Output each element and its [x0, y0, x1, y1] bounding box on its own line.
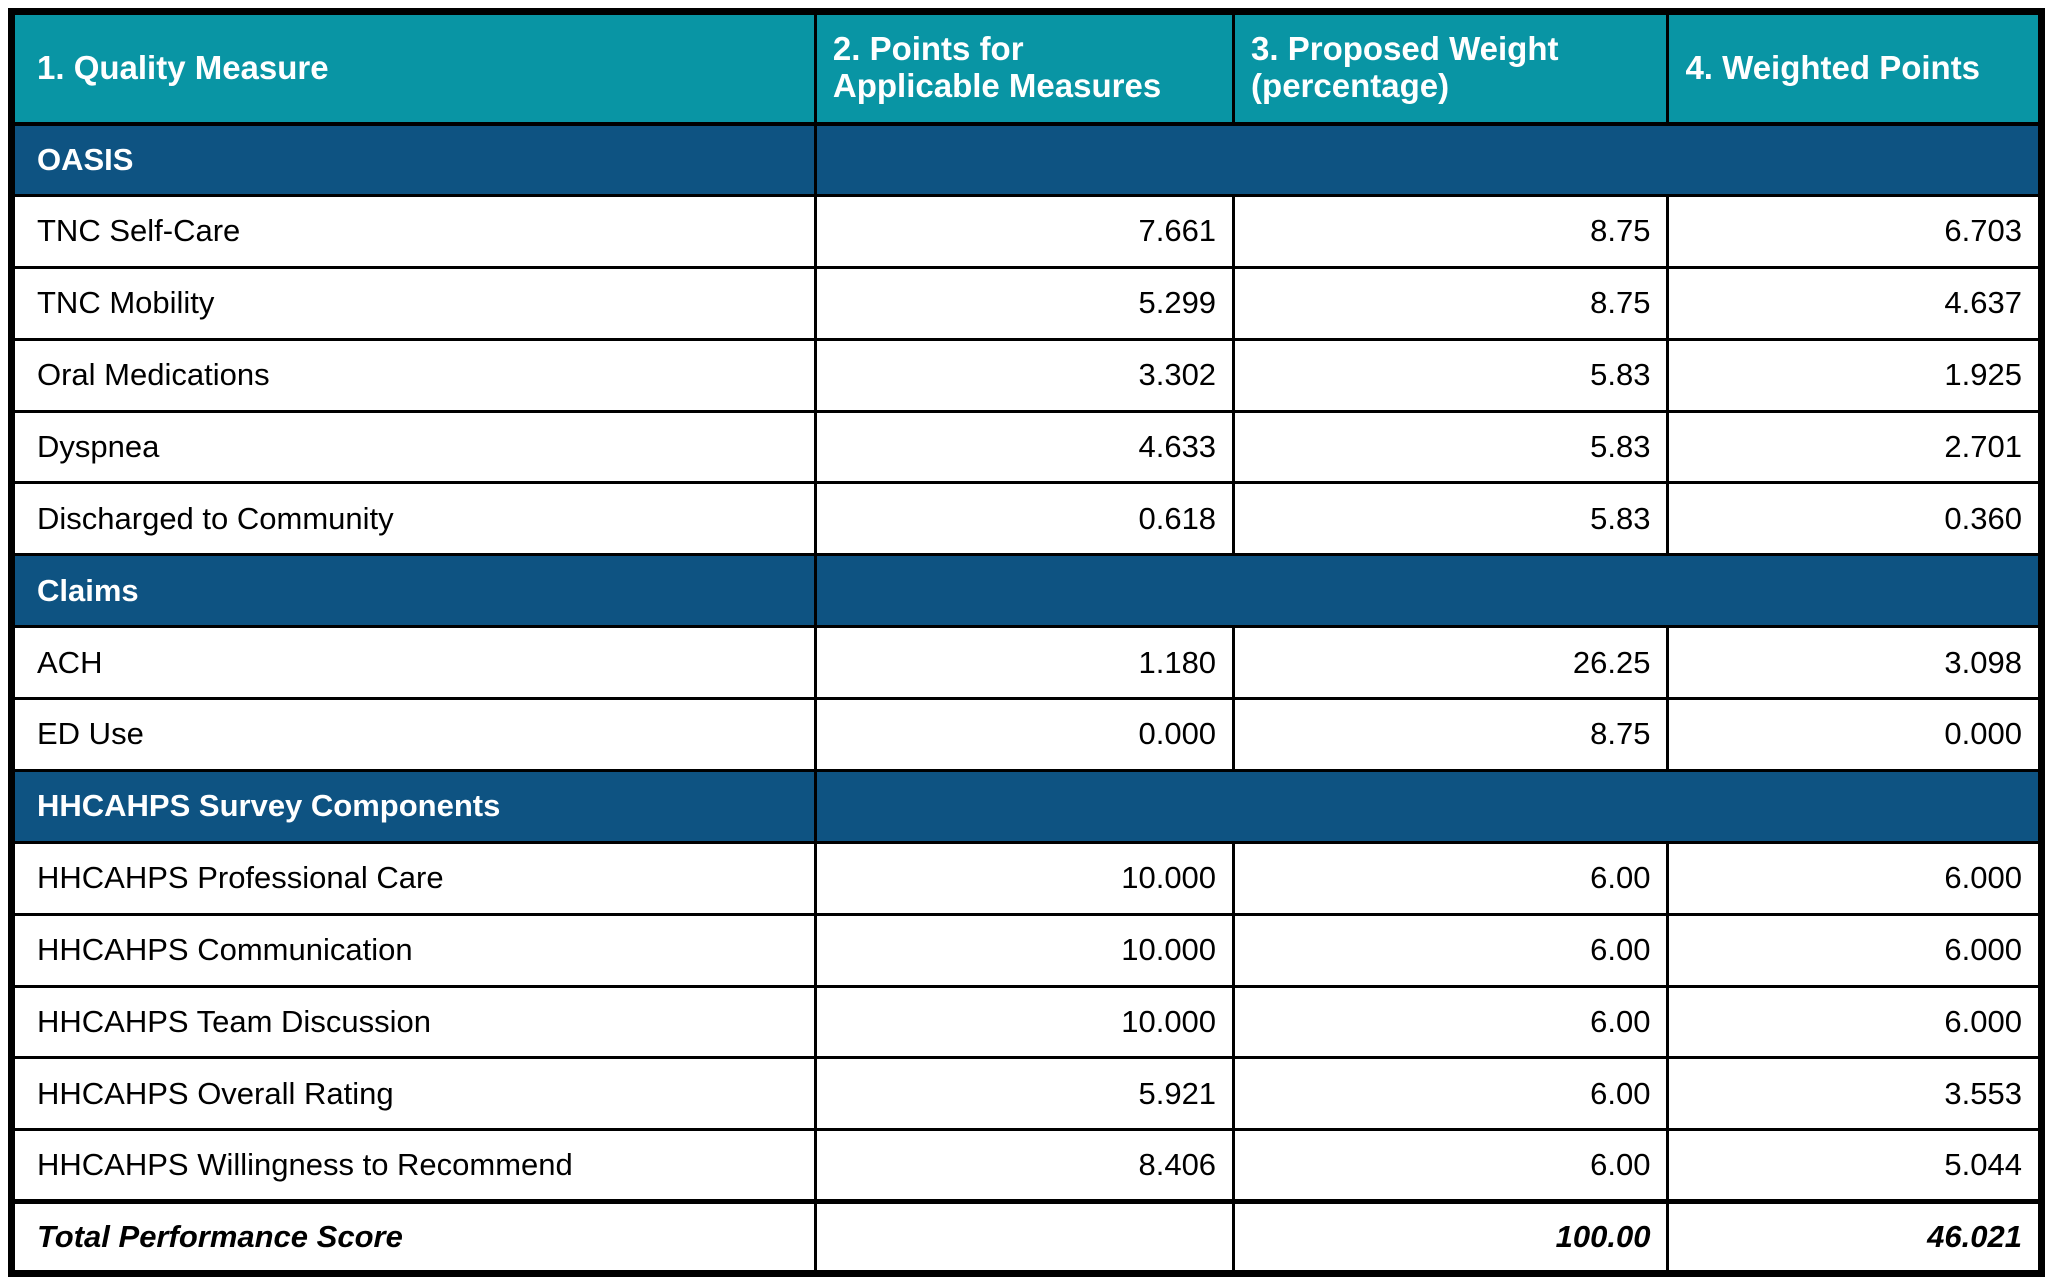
weighted-points-value: 4.637 — [1666, 265, 2043, 341]
weighted-points-value: 3.098 — [1666, 625, 2043, 700]
quality-measures-table: 1. Quality Measure 2. Points for Applica… — [8, 8, 2045, 1277]
weighted-points-value: 1.925 — [1666, 337, 2043, 413]
weight-value: 8.75 — [1232, 697, 1670, 772]
measure-label: Discharged to Community — [10, 481, 817, 557]
measure-label: HHCAHPS Team Discussion — [10, 984, 817, 1060]
weight-value: 8.75 — [1232, 265, 1670, 341]
total-weighted-points-value: 46.021 — [1666, 1199, 2043, 1275]
measure-label: ACH — [10, 625, 817, 700]
points-value: 10.000 — [813, 912, 1236, 988]
weighted-points-value: 0.000 — [1666, 697, 2043, 772]
weight-value: 8.75 — [1232, 193, 1670, 269]
points-value: 3.302 — [813, 337, 1236, 413]
measure-label: ED Use — [10, 697, 817, 772]
weight-value: 6.00 — [1232, 912, 1670, 988]
points-value: 10.000 — [813, 984, 1236, 1060]
measure-label: TNC Mobility — [10, 265, 817, 341]
section-filler — [813, 768, 2044, 844]
weighted-points-value: 2.701 — [1666, 409, 2043, 485]
weight-value: 5.83 — [1232, 337, 1670, 413]
table-row-tnc-self-care: TNC Self-Care 7.661 8.75 6.703 — [10, 193, 2043, 269]
weight-value: 26.25 — [1232, 625, 1670, 700]
weighted-points-value: 6.000 — [1666, 912, 2043, 988]
points-value: 5.299 — [813, 265, 1236, 341]
table-row-hhcahps-willingness-to-recommend: HHCAHPS Willingness to Recommend 8.406 6… — [10, 1128, 2043, 1204]
points-value: 0.618 — [813, 481, 1236, 557]
measure-label: HHCAHPS Willingness to Recommend — [10, 1128, 817, 1204]
col-header-quality-measure: 1. Quality Measure — [10, 10, 817, 126]
table-row-tnc-mobility: TNC Mobility 5.299 8.75 4.637 — [10, 265, 2043, 341]
col-header-weighted-points: 4. Weighted Points — [1666, 10, 2043, 126]
points-value: 1.180 — [813, 625, 1236, 700]
measure-label: HHCAHPS Professional Care — [10, 840, 817, 916]
total-label: Total Performance Score — [10, 1199, 817, 1275]
weight-value: 5.83 — [1232, 481, 1670, 557]
points-value: 7.661 — [813, 193, 1236, 269]
weight-value: 6.00 — [1232, 1056, 1670, 1132]
weighted-points-value: 0.360 — [1666, 481, 2043, 557]
section-filler — [813, 122, 2044, 197]
table-row-hhcahps-team-discussion: HHCAHPS Team Discussion 10.000 6.00 6.00… — [10, 984, 2043, 1060]
weighted-points-value: 6.000 — [1666, 840, 2043, 916]
section-title: OASIS — [10, 122, 817, 197]
table-row-hhcahps-communication: HHCAHPS Communication 10.000 6.00 6.000 — [10, 912, 2043, 988]
weight-value: 5.83 — [1232, 409, 1670, 485]
section-title: HHCAHPS Survey Components — [10, 768, 817, 844]
table-row-hhcahps-professional-care: HHCAHPS Professional Care 10.000 6.00 6.… — [10, 840, 2043, 916]
total-row: Total Performance Score 100.00 46.021 — [10, 1199, 2043, 1275]
measure-label: HHCAHPS Overall Rating — [10, 1056, 817, 1132]
section-row-claims: Claims — [10, 553, 2044, 629]
points-value: 10.000 — [813, 840, 1236, 916]
weighted-points-value: 5.044 — [1666, 1128, 2043, 1204]
weighted-points-value: 6.000 — [1666, 984, 2043, 1060]
section-row-hhcahps: HHCAHPS Survey Components — [10, 768, 2044, 844]
points-value: 8.406 — [813, 1128, 1236, 1204]
table-row-dyspnea: Dyspnea 4.633 5.83 2.701 — [10, 409, 2043, 485]
col-header-proposed-weight: 3. Proposed Weight (percentage) — [1232, 10, 1670, 126]
header-row: 1. Quality Measure 2. Points for Applica… — [10, 10, 2043, 126]
section-title: Claims — [10, 553, 817, 629]
table-row-ed-use: ED Use 0.000 8.75 0.000 — [10, 697, 2043, 772]
table-row-oral-medications: Oral Medications 3.302 5.83 1.925 — [10, 337, 2043, 413]
table-row-ach: ACH 1.180 26.25 3.098 — [10, 625, 2043, 700]
points-value: 5.921 — [813, 1056, 1236, 1132]
measure-label: Oral Medications — [10, 337, 817, 413]
total-points-value — [813, 1199, 1236, 1275]
table-row-hhcahps-overall-rating: HHCAHPS Overall Rating 5.921 6.00 3.553 — [10, 1056, 2043, 1132]
weighted-points-value: 3.553 — [1666, 1056, 2043, 1132]
section-row-oasis: OASIS — [10, 122, 2044, 197]
points-value: 4.633 — [813, 409, 1236, 485]
total-weight-value: 100.00 — [1232, 1199, 1670, 1275]
section-filler — [813, 553, 2044, 629]
measure-label: TNC Self-Care — [10, 193, 817, 269]
weight-value: 6.00 — [1232, 984, 1670, 1060]
weight-value: 6.00 — [1232, 1128, 1670, 1204]
points-value: 0.000 — [813, 697, 1236, 772]
measure-label: Dyspnea — [10, 409, 817, 485]
measure-label: HHCAHPS Communication — [10, 912, 817, 988]
table-row-discharged-to-community: Discharged to Community 0.618 5.83 0.360 — [10, 481, 2043, 557]
weighted-points-value: 6.703 — [1666, 193, 2043, 269]
col-header-points-applicable: 2. Points for Applicable Measures — [813, 10, 1236, 126]
weight-value: 6.00 — [1232, 840, 1670, 916]
